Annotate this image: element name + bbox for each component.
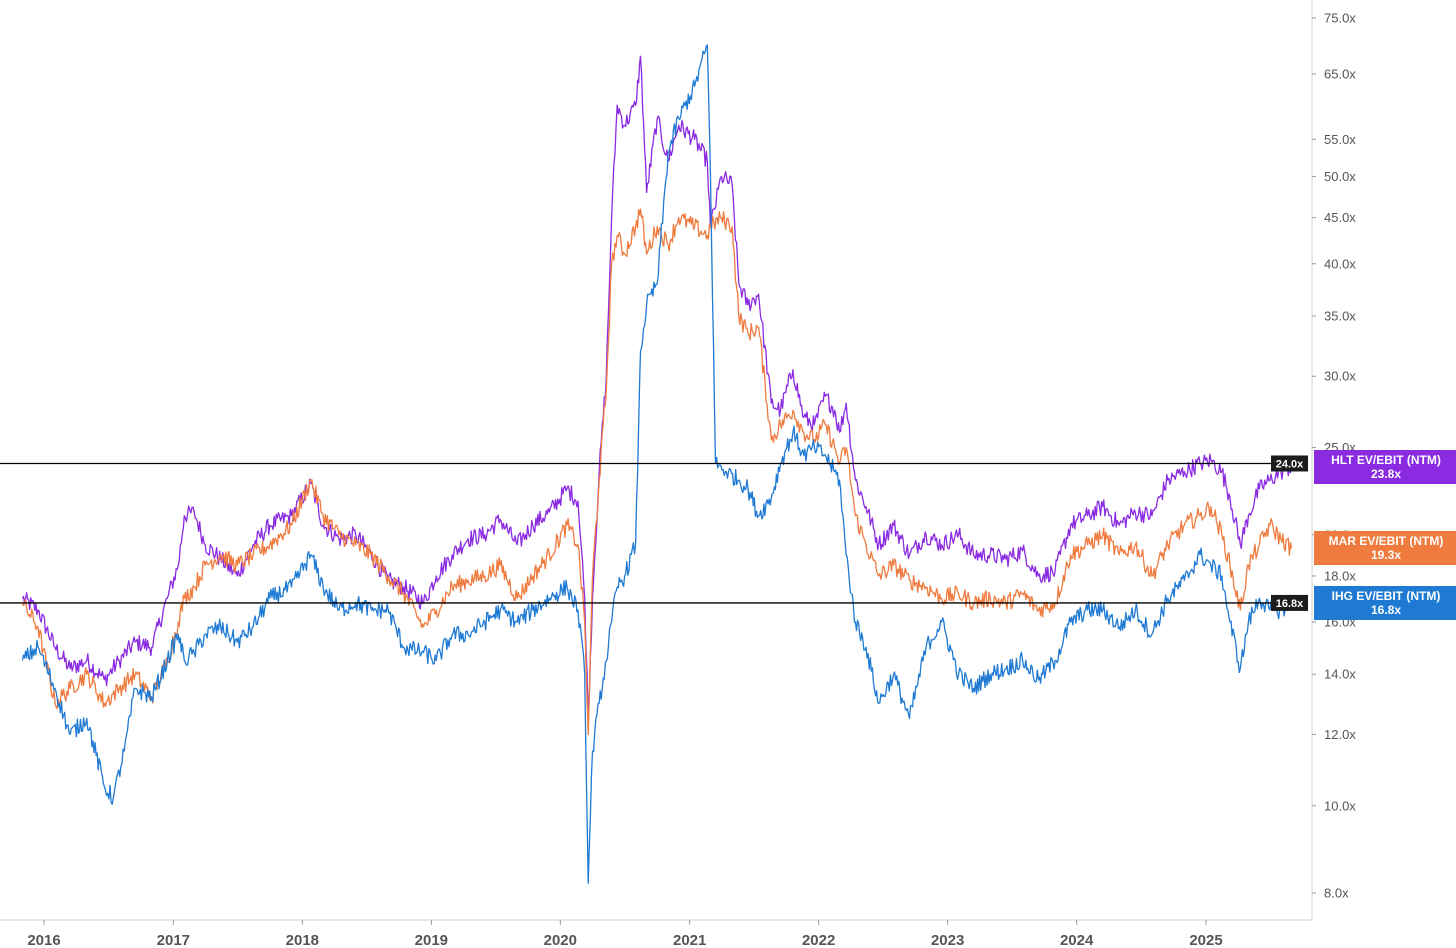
x-tick-label: 2020 bbox=[544, 932, 577, 948]
series-line-mar bbox=[21, 208, 1293, 736]
reference-line-label: 24.0x bbox=[1276, 458, 1304, 470]
reference-lines: 24.0x 16.8x bbox=[0, 455, 1308, 611]
y-tick-label: 10.0x bbox=[1324, 798, 1356, 813]
series-lines bbox=[21, 44, 1293, 884]
x-tick-label: 2024 bbox=[1060, 932, 1094, 948]
y-tick-label: 30.0x bbox=[1324, 369, 1356, 384]
y-tick-label: 75.0x bbox=[1324, 11, 1356, 26]
y-tick-label: 55.0x bbox=[1324, 132, 1356, 147]
x-tick-label: 2017 bbox=[157, 932, 190, 948]
x-tick-label: 2021 bbox=[673, 932, 706, 948]
x-tick-label: 2025 bbox=[1189, 932, 1222, 948]
y-tick-label: 45.0x bbox=[1324, 210, 1356, 225]
y-tick-label: 50.0x bbox=[1324, 169, 1356, 184]
series-label-mar-name: MAR EV/EBIT (NTM) bbox=[1329, 534, 1444, 548]
series-label-hlt-name: HLT EV/EBIT (NTM) bbox=[1331, 453, 1441, 467]
x-tick-label: 2018 bbox=[286, 932, 319, 948]
x-tick-label: 2019 bbox=[415, 932, 448, 948]
series-label-hlt-bg bbox=[1314, 450, 1456, 484]
series-label-ihg-bg bbox=[1314, 586, 1456, 620]
reference-line-label-bg bbox=[1271, 594, 1308, 611]
series-line-ihg bbox=[21, 44, 1292, 884]
y-tick-label: 35.0x bbox=[1324, 308, 1356, 323]
y-tick-label: 65.0x bbox=[1324, 66, 1356, 81]
y-tick-label: 18.0x bbox=[1324, 568, 1356, 583]
y-tick-label: 14.0x bbox=[1324, 667, 1356, 682]
axes: 75.0x 65.0x 55.0x 50.0x 45.0x 40.0x 35.0x 30.0x… bbox=[0, 0, 1356, 948]
series-label-ihg-name: IHG EV/EBIT (NTM) bbox=[1332, 589, 1441, 603]
series-label-mar-bg bbox=[1314, 531, 1456, 565]
y-tick-label: 12.0x bbox=[1324, 727, 1356, 742]
y-tick-label: 40.0x bbox=[1324, 256, 1356, 271]
x-tick-label: 2022 bbox=[802, 932, 835, 948]
y-tick-label: 8.0x bbox=[1324, 886, 1349, 901]
x-tick-label: 2016 bbox=[27, 932, 60, 948]
reference-line-label: 16.8x bbox=[1276, 598, 1304, 610]
x-tick-label: 2023 bbox=[931, 932, 964, 948]
reference-line-label-bg bbox=[1271, 455, 1308, 472]
series-label-ihg-value: 16.8x bbox=[1371, 603, 1401, 617]
series-label-mar-value: 19.3x bbox=[1371, 548, 1401, 562]
series-label-hlt-value: 23.8x bbox=[1371, 467, 1401, 481]
